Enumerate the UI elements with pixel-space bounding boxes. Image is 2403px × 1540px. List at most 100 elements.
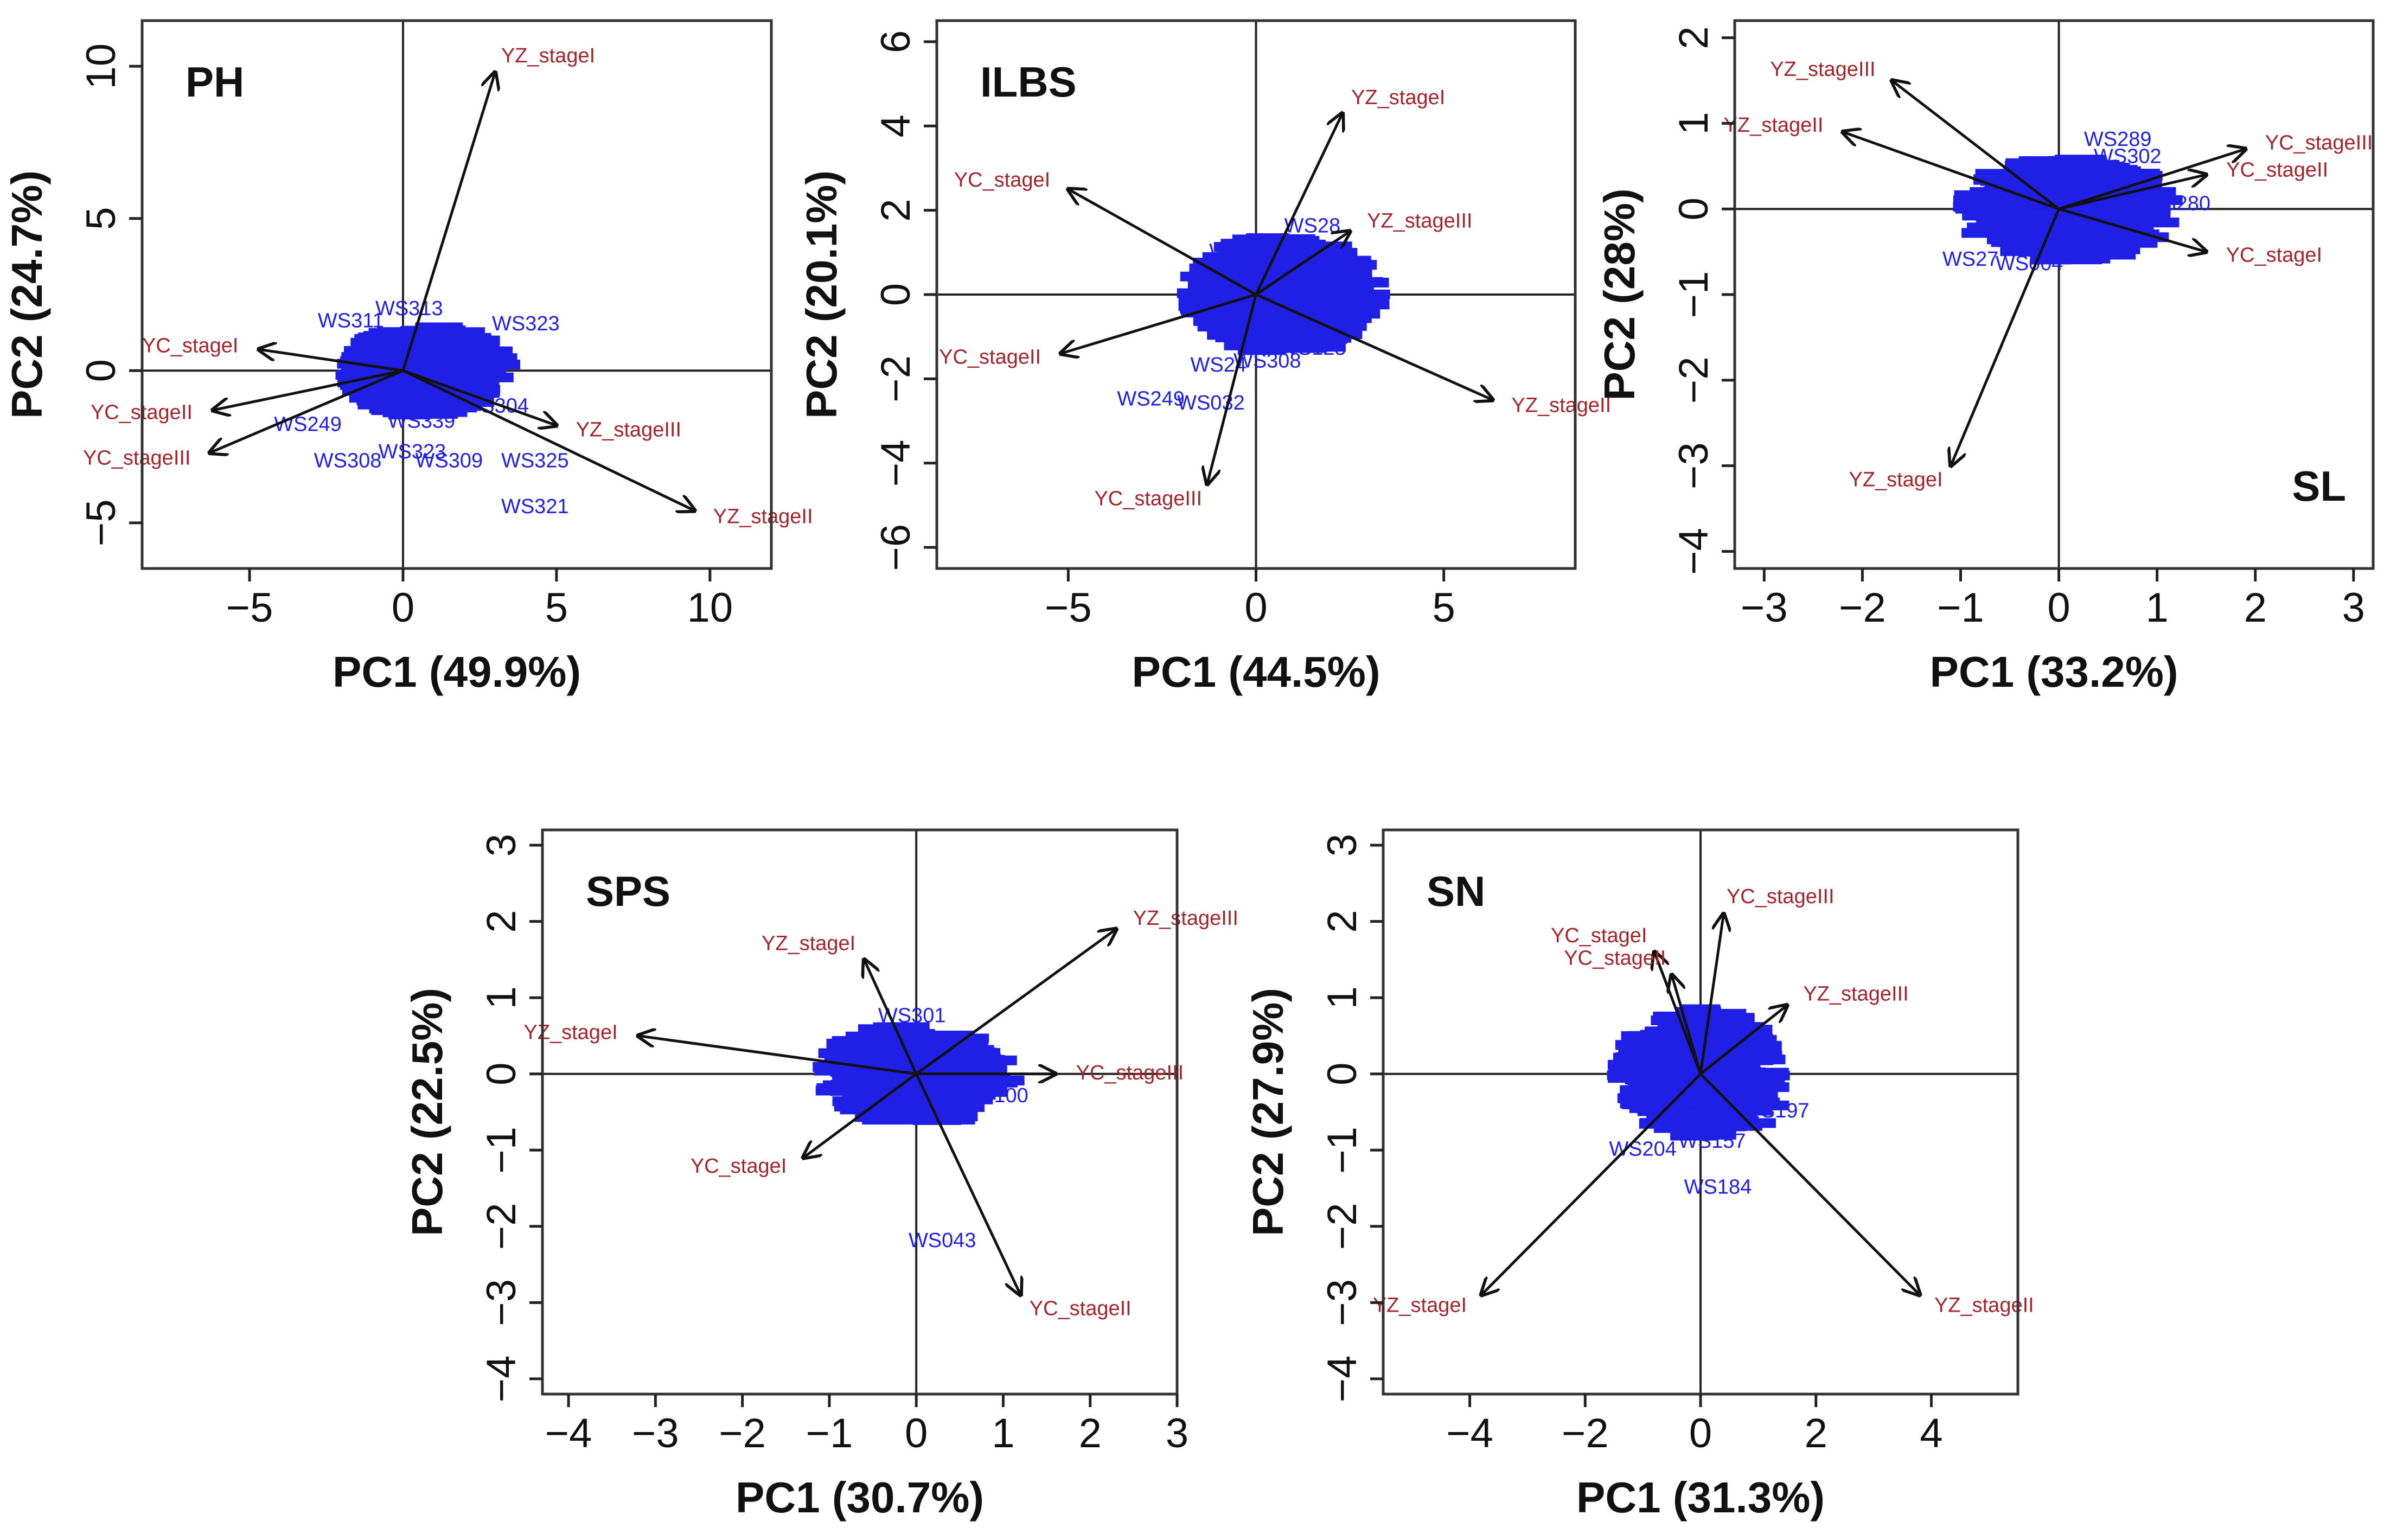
x-tick-label: 5 bbox=[1433, 585, 1455, 631]
observation-point bbox=[841, 1073, 882, 1084]
observation-cloud bbox=[1953, 155, 2183, 265]
x-tick-label: 0 bbox=[392, 585, 414, 631]
loading-label: YC_stageIII bbox=[1076, 1062, 1184, 1084]
x-axis-label: PC1 (44.5%) bbox=[1132, 648, 1381, 696]
loading-arrow bbox=[1255, 113, 1343, 296]
x-tick-label: 10 bbox=[687, 585, 733, 631]
y-tick-label: −1 bbox=[478, 1127, 525, 1174]
x-tick-label: 1 bbox=[2145, 585, 2168, 631]
y-tick-label: 0 bbox=[1319, 1063, 1365, 1085]
observation-point bbox=[2006, 235, 2047, 245]
y-tick-label: 10 bbox=[78, 43, 124, 90]
loading-arrow bbox=[1699, 1072, 1920, 1295]
observation-label: WS184 bbox=[1684, 1176, 1752, 1199]
observation-point bbox=[1646, 1070, 1686, 1081]
y-tick-label: 4 bbox=[873, 114, 919, 137]
x-tick-label: −1 bbox=[806, 1410, 853, 1456]
observation-label: WS323 bbox=[379, 440, 446, 463]
observation-point bbox=[1237, 345, 1287, 355]
observation-point bbox=[1672, 1108, 1717, 1118]
loading-arrow bbox=[1951, 208, 2060, 465]
observation-point bbox=[415, 322, 463, 333]
y-tick-label: −1 bbox=[1319, 1127, 1365, 1174]
observation-point bbox=[2131, 200, 2167, 210]
x-tick-label: 5 bbox=[545, 585, 568, 631]
y-tick-label: 1 bbox=[478, 986, 525, 1009]
observation-label: WS032 bbox=[1177, 392, 1245, 414]
biplot-panel-ilbs: WS32WS28WS24WS249WS032WS308WS125YZ_stage… bbox=[797, 19, 1611, 696]
loading-label: YC_stageII bbox=[1030, 1297, 1132, 1320]
y-tick-label: −4 bbox=[1671, 528, 1717, 575]
observation-point bbox=[1343, 309, 1381, 319]
observation-label: WS249 bbox=[1117, 387, 1185, 410]
observation-label: WS125 bbox=[1279, 337, 1346, 360]
loading-arrow bbox=[1255, 293, 1493, 400]
loading-arrow bbox=[259, 349, 404, 372]
observation-point bbox=[1282, 235, 1320, 246]
observation-point bbox=[2030, 246, 2063, 256]
observation-label: WS313 bbox=[375, 297, 443, 320]
biplot-panel-sps: WS301WS100WS017WS043YZ_stageIYZ_stageIII… bbox=[403, 828, 1238, 1522]
observation-point bbox=[1615, 1052, 1658, 1062]
y-tick-label: −1 bbox=[1671, 271, 1717, 318]
y-axis-label: PC2 (27.9%) bbox=[1244, 988, 1292, 1236]
y-tick-label: −6 bbox=[873, 524, 919, 571]
observation-point bbox=[1183, 308, 1234, 318]
loading-label: YC_stageI bbox=[691, 1155, 787, 1178]
observation-label: WS325 bbox=[501, 450, 569, 472]
loading-label: YZ_stageII bbox=[1724, 114, 1824, 137]
plot-frame bbox=[541, 828, 1179, 1396]
loading-arrow bbox=[915, 1073, 1020, 1295]
observation-point bbox=[867, 1056, 914, 1066]
observation-point bbox=[2017, 222, 2058, 232]
y-tick-label: 3 bbox=[1319, 834, 1365, 857]
observation-point bbox=[2057, 218, 2099, 228]
observation-point bbox=[401, 408, 447, 419]
loading-arrow bbox=[401, 72, 495, 372]
y-tick-label: 0 bbox=[478, 1063, 525, 1085]
loading-label: YZ_stageIII bbox=[1367, 210, 1472, 233]
y-tick-label: 2 bbox=[1671, 26, 1717, 49]
plot-frame bbox=[140, 19, 773, 570]
observation-point bbox=[920, 1091, 959, 1101]
observation-point bbox=[346, 350, 394, 361]
observation-point bbox=[1724, 1049, 1757, 1059]
observation-point bbox=[1722, 1097, 1773, 1108]
y-tick-label: 3 bbox=[478, 834, 525, 857]
x-tick-label: −5 bbox=[1045, 585, 1092, 631]
x-tick-label: −3 bbox=[632, 1410, 679, 1456]
plot-frame bbox=[1733, 19, 2375, 570]
loading-arrow bbox=[213, 369, 404, 410]
observation-point bbox=[458, 381, 500, 392]
observation-point bbox=[968, 1053, 1001, 1064]
observation-cloud bbox=[1177, 233, 1390, 355]
y-tick-label: −3 bbox=[478, 1279, 525, 1326]
loading-label: YC_stageII bbox=[1564, 947, 1666, 969]
loading-arrow bbox=[402, 369, 557, 425]
observation-point bbox=[420, 338, 465, 348]
loading-label: YZ_stageIII bbox=[576, 418, 681, 441]
observation-point bbox=[1710, 1062, 1759, 1072]
observation-point bbox=[2097, 169, 2147, 179]
y-tick-label: −4 bbox=[1319, 1356, 1365, 1403]
x-tick-label: 3 bbox=[2342, 585, 2365, 631]
x-tick-label: 2 bbox=[2244, 585, 2267, 631]
loading-label: YC_stageIII bbox=[1727, 885, 1835, 908]
observation-point bbox=[2056, 254, 2102, 265]
y-tick-label: −4 bbox=[478, 1356, 525, 1403]
observation-point bbox=[1290, 341, 1324, 352]
x-axis-label: PC1 (33.2%) bbox=[1930, 648, 2178, 696]
observation-point bbox=[1977, 200, 2030, 210]
observation-label: WS311 bbox=[318, 310, 384, 333]
loading-arrow bbox=[1481, 1072, 1702, 1295]
observation-label: WS100 bbox=[961, 1084, 1028, 1107]
x-tick-label: 0 bbox=[2047, 585, 2070, 631]
loading-label: YC_stageI bbox=[2226, 244, 2322, 266]
observation-point bbox=[1607, 1059, 1645, 1070]
observation-label: WS323 bbox=[492, 312, 560, 335]
loading-label: YC_stageIII bbox=[83, 447, 191, 470]
loading-label: YC_stageI bbox=[142, 335, 238, 357]
observation-point bbox=[1271, 250, 1309, 260]
observation-label: WS197 bbox=[1742, 1100, 1810, 1122]
observation-point bbox=[2039, 162, 2080, 172]
